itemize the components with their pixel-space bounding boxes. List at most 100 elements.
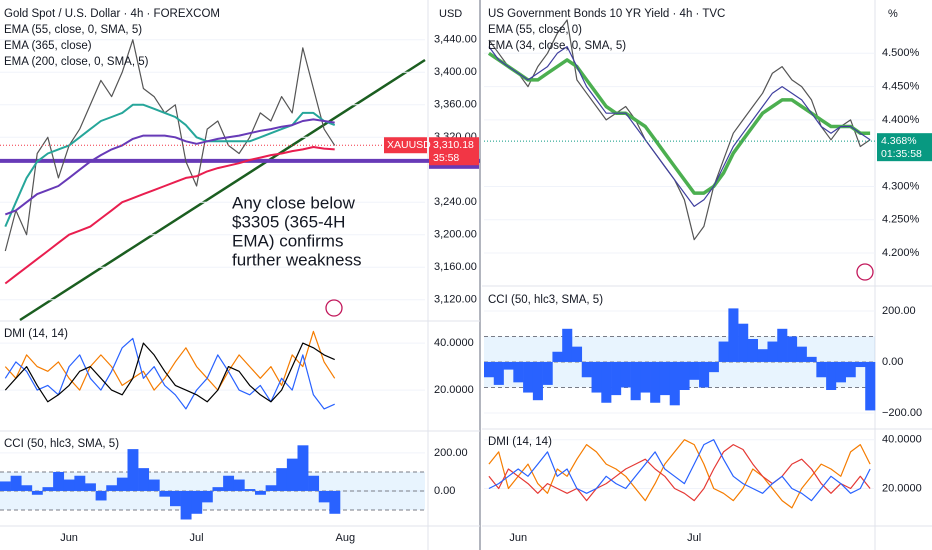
cci-bar: [562, 328, 573, 362]
cci-bar: [699, 361, 710, 388]
cci-bar: [223, 475, 235, 491]
cci-bar: [787, 336, 798, 362]
y-tick-label: 20.0000: [882, 482, 922, 494]
legend-entry: EMA (55, close, 0, SMA, 5): [4, 24, 142, 36]
cci-bar: [503, 361, 514, 370]
axis-unit: %: [888, 8, 898, 20]
cci-bar: [620, 361, 631, 388]
y-tick-label: 3,120.00: [434, 294, 477, 306]
trendline: [19, 58, 426, 322]
cci-bar: [747, 339, 758, 362]
x-tick-label: Jun: [509, 532, 527, 544]
cci-bar: [777, 328, 788, 362]
cci-bar: [659, 361, 671, 396]
cci-bar: [233, 479, 245, 491]
cci-bar: [757, 349, 768, 362]
y-tick-label: −200.00: [882, 407, 922, 419]
cci-bar: [806, 356, 817, 362]
cci-bar: [532, 361, 543, 401]
cci-bar: [767, 341, 778, 362]
cci-bar: [85, 483, 96, 491]
series-line: [4, 337, 335, 410]
cci-bar: [286, 458, 298, 491]
cci-bar: [318, 490, 330, 503]
cci-bar: [265, 485, 277, 491]
pane-title: CCI (50, hlc3, SMA, 5): [488, 294, 603, 306]
cci-bar: [845, 361, 856, 378]
cci-bar: [865, 361, 876, 411]
y-tick-label: 3,360.00: [434, 99, 477, 111]
y-tick-label: 4.400%: [882, 114, 920, 126]
y-tick-label: 4.200%: [882, 247, 920, 259]
y-tick-label: 4.450%: [882, 80, 920, 92]
series-line: [4, 39, 336, 252]
cci-bar: [581, 361, 592, 378]
annotation: EMA) confirms: [232, 231, 343, 250]
y-tick-label: 3,240.00: [434, 196, 477, 208]
cci-bar: [63, 479, 75, 491]
y-tick-label: 0.00: [882, 356, 903, 368]
cci-bar: [138, 468, 150, 491]
series-line: [488, 19, 871, 241]
series-line: [4, 103, 336, 227]
cci-bar: [571, 346, 583, 362]
cci-bar: [611, 361, 622, 396]
axis-unit: USD: [439, 8, 462, 20]
cci-bar: [718, 341, 729, 362]
y-tick-label: 40.0000: [882, 434, 922, 446]
cci-bar: [95, 490, 107, 501]
series-line: [487, 51, 871, 195]
cci-bar: [552, 351, 563, 362]
series-line: [488, 46, 871, 207]
cci-bar: [601, 361, 612, 403]
annotation: Any close below: [232, 193, 356, 212]
y-tick-label: 4.500%: [882, 47, 920, 59]
y-tick-label: 20.0000: [434, 384, 474, 396]
cci-bar: [630, 361, 641, 401]
annotation: $3305 (365-4H: [232, 212, 345, 231]
countdown: 01:35:58: [881, 148, 922, 160]
cci-bar: [0, 481, 11, 491]
price-tag-label: 3,310.18: [433, 139, 474, 151]
series-line: [4, 146, 335, 285]
cci-bar: [10, 475, 22, 491]
cci-bar: [738, 323, 749, 362]
cci-bar: [484, 361, 495, 378]
chart-layer: 3,440.003,400.003,360.003,320.003,240.00…: [0, 8, 932, 544]
cci-bar: [191, 490, 203, 514]
cci-bar: [180, 490, 192, 520]
y-tick-label: 4.300%: [882, 180, 920, 192]
annotation: further weakness: [232, 250, 361, 269]
series-line: [488, 439, 871, 509]
x-tick-label: Jun: [60, 532, 78, 544]
cci-bar: [329, 490, 341, 514]
cci-bar: [669, 361, 680, 406]
cci-bar: [148, 479, 160, 491]
y-tick-label: 40.0000: [434, 337, 474, 349]
cci-bar: [127, 449, 139, 491]
pane-title: CCI (50, hlc3, SMA, 5): [4, 438, 119, 450]
alert-icon[interactable]: [325, 263, 874, 317]
cci-bar: [689, 361, 700, 380]
y-tick-label: 0.00: [434, 485, 455, 497]
cci-bar: [116, 477, 128, 491]
symbol-tag: [384, 137, 427, 154]
cci-bar: [212, 487, 224, 491]
chart-title: Gold Spot / U.S. Dollar · 4h · FOREXCOM: [4, 8, 220, 20]
cci-bar: [170, 490, 181, 507]
cci-bar: [708, 361, 719, 373]
series-line: [4, 342, 335, 403]
icon-circle: [325, 299, 343, 317]
series-line: [488, 444, 871, 502]
legend-entry: EMA (55, close, 0): [488, 24, 582, 36]
x-tick-label: Jul: [687, 532, 701, 544]
cci-bar: [591, 361, 602, 393]
cci-bar: [255, 490, 266, 495]
cci-bar: [297, 445, 309, 491]
cci-bar: [542, 361, 553, 385]
cci-bar: [650, 361, 661, 403]
cci-bar: [106, 485, 118, 491]
